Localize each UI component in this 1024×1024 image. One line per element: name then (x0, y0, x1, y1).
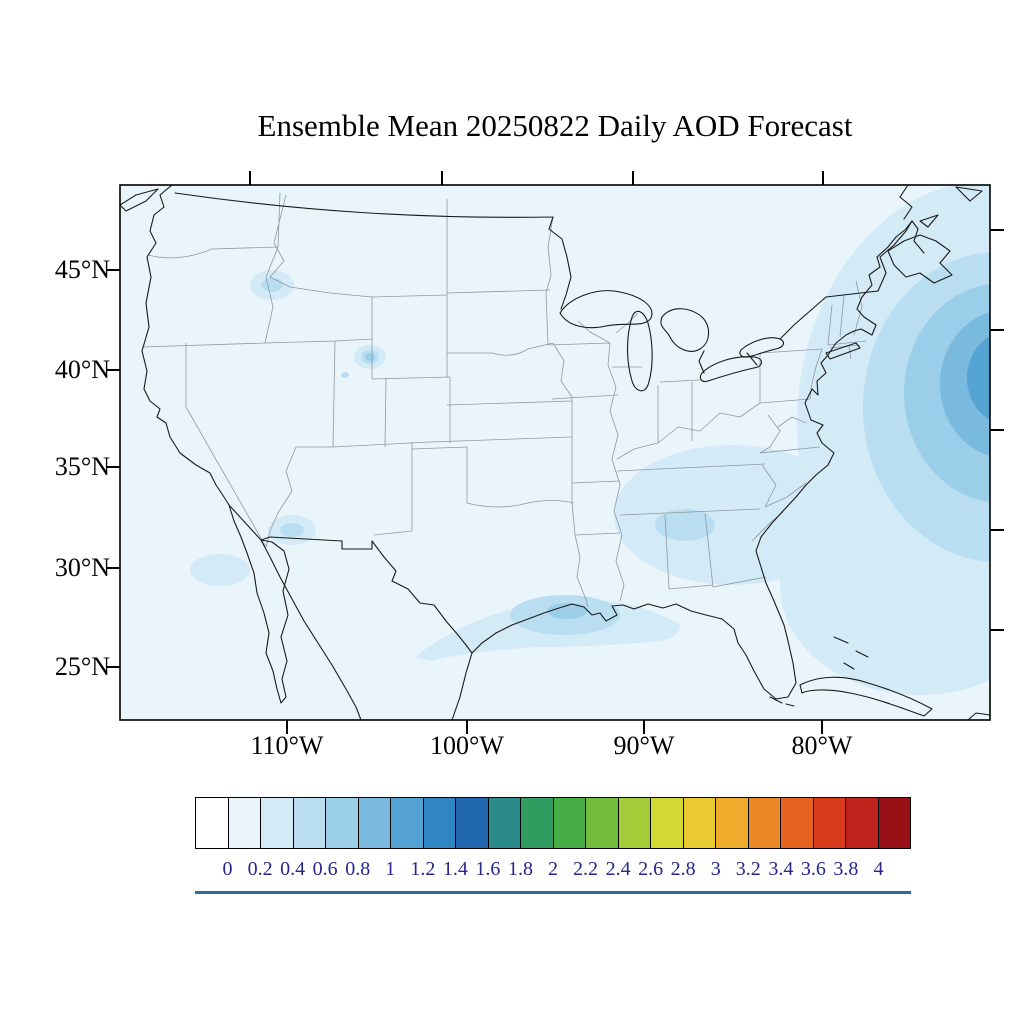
colorbar-segment (748, 797, 781, 849)
canada-border (174, 192, 913, 374)
colorbar-segment (293, 797, 326, 849)
colorbar-segment (846, 797, 879, 849)
colorbar-tick-label: 3.6 (800, 858, 826, 880)
colorbar-segment (423, 797, 456, 849)
mexico-border (228, 504, 473, 654)
colorbar-segment (358, 797, 391, 849)
colorbar-tick-label: 2.4 (605, 858, 631, 880)
colorbar (195, 797, 911, 849)
bahamas (833, 636, 869, 670)
colorbar-segment (683, 797, 716, 849)
colorbar-segment (228, 797, 261, 849)
lake-michigan (627, 310, 653, 392)
lon-label-110w: 110°W (250, 731, 324, 760)
lon-label-90w: 90°W (613, 731, 675, 760)
colorbar-tick-label: 2.6 (638, 858, 664, 880)
colorbar-tick-label: 2.2 (573, 858, 599, 880)
state-borders (141, 192, 867, 608)
colorbar-tick-label: 1.2 (410, 858, 436, 880)
colorbar-segment (521, 797, 554, 849)
lat-label-35n: 35°N (54, 452, 110, 481)
forecast-map (106, 171, 1004, 734)
colorbar-tick-label: 1.6 (475, 858, 501, 880)
hispaniola-edge (967, 712, 990, 720)
map-frame (119, 184, 991, 721)
colorbar-segment (586, 797, 619, 849)
colorbar-tick-label: 1.4 (442, 858, 468, 880)
colorbar-tick-label: 0.8 (345, 858, 371, 880)
colorbar-tick-label: 4 (873, 858, 884, 880)
colorbar-segment (781, 797, 814, 849)
axis-ticks (106, 171, 1004, 734)
long-island (825, 342, 861, 360)
pacific-mexico-coast (141, 185, 362, 720)
aod-atlantic-plume-core (940, 312, 990, 456)
nova-scotia (887, 234, 953, 284)
colorbar-tick-label: 3 (710, 858, 721, 880)
page-title: Ensemble Mean 20250822 Daily AOD Forecas… (257, 108, 853, 143)
gulf-of-st-lawrence-islands (899, 185, 983, 228)
colorbar-segment (813, 797, 846, 849)
colorbar-segment (391, 797, 424, 849)
colorbar-tick-label: 3.2 (735, 858, 761, 880)
colorbar-tick-label: 0.2 (247, 858, 273, 880)
colorbar-tick-label: 3.4 (768, 858, 794, 880)
colorbar-tick-label: 2.8 (670, 858, 696, 880)
coastlines (120, 185, 990, 720)
colorbar-tick-label: 2 (548, 858, 558, 880)
colorbar-segment (716, 797, 749, 849)
colorbar-segment (553, 797, 586, 849)
lake-superior (559, 290, 653, 329)
vancouver-island (120, 188, 159, 212)
lake-erie (699, 356, 763, 383)
lake-ontario (739, 337, 785, 358)
colorbar-tick-label: 3.8 (833, 858, 859, 880)
colorbar-labels: 0 0.2 0.4 0.6 0.8 1 1.2 1.4 1.6 1.8 2 2.2 2.4 2.6 2.8 3… (195, 856, 911, 882)
lake-huron (660, 308, 710, 352)
colorbar-segment (488, 797, 521, 849)
colorbar-segment (878, 797, 911, 849)
colorbar-segment (261, 797, 294, 849)
colorbar-tick-label: 1.8 (507, 858, 533, 880)
colorbar-tick-label: 0.6 (312, 858, 338, 880)
lat-label-30n: 30°N (54, 553, 110, 582)
lat-label-25n: 25°N (54, 652, 110, 681)
florida-keys (769, 696, 795, 707)
gulf-atlantic-coast (451, 220, 925, 720)
colorbar-tick-label: 0.4 (280, 858, 306, 880)
aod-shading (120, 185, 990, 720)
colorbar-segment (651, 797, 684, 849)
colorbar-underline (195, 891, 911, 894)
colorbar-segment (195, 797, 229, 849)
lon-label-80w: 80°W (791, 731, 853, 760)
colorbar-segment (326, 797, 359, 849)
colorbar-tick-label: 1 (385, 858, 396, 880)
colorbar-segment (618, 797, 651, 849)
colorbar-tick-label: 0 (222, 858, 233, 880)
colorbar-segment (456, 797, 489, 849)
lat-label-40n: 40°N (54, 355, 110, 384)
lat-label-45n: 45°N (54, 255, 110, 284)
cuba (799, 676, 933, 717)
lon-label-100w: 100°W (430, 731, 504, 760)
